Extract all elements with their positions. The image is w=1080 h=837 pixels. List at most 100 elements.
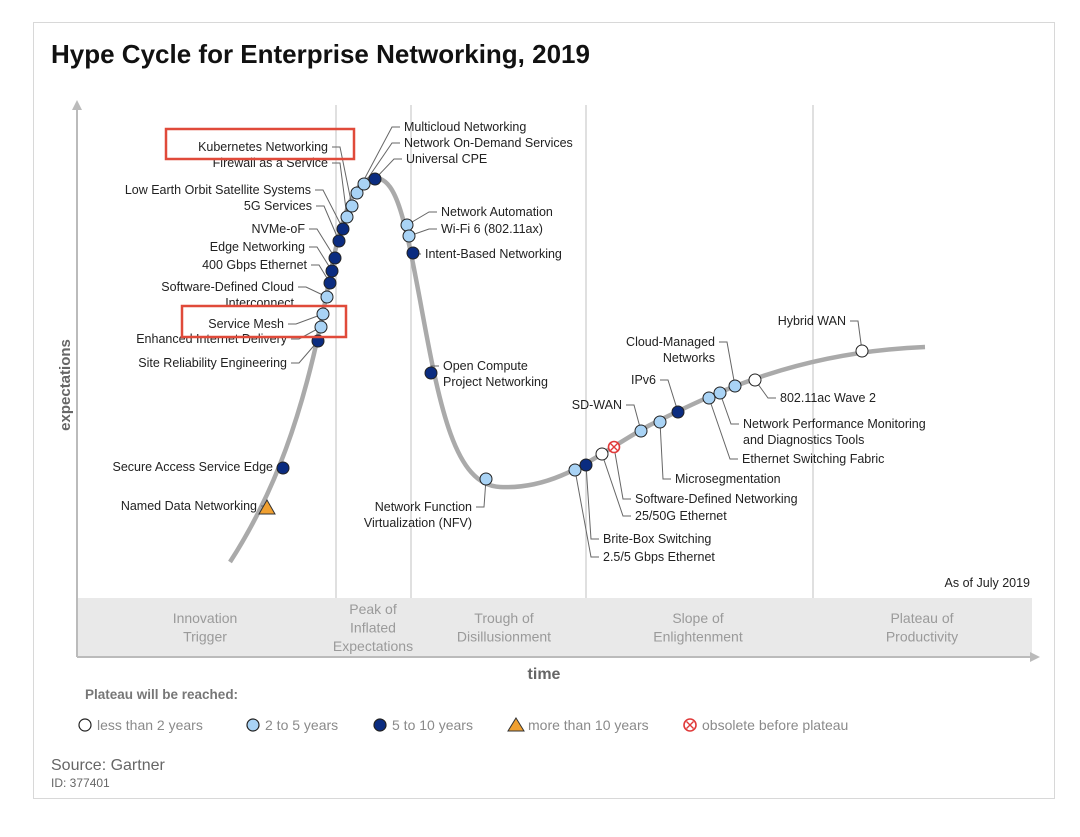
point-label: Ethernet Switching Fabric [742,452,884,466]
highlight-box-kubernetes-networking [164,127,356,161]
legend-title: Plateau will be reached: [85,687,238,702]
point-microsegmentation [653,415,667,429]
point-network-automation [400,218,414,232]
point-label: Wi-Fi 6 (802.11ax) [441,222,543,236]
phase-label: Slope of [672,610,723,626]
point-network-performance-monitoring-and-diagnostics-tools [713,386,727,400]
chart-title: Hype Cycle for Enterprise Networking, 20… [51,39,590,69]
point-label: Network On-Demand Services [404,136,573,150]
point-network-on-demand-services [357,177,371,191]
legend-label: less than 2 years [97,717,203,733]
leader-line [660,379,679,413]
point-secure-access-service-edge [276,461,290,475]
phase-band [78,598,1032,657]
point-label: Site Reliability Engineering [138,356,287,370]
point-software-defined-networking [607,440,621,454]
leader-line [332,162,348,218]
leader-line [291,326,322,340]
leader-line [316,205,340,242]
point-label: SD-WAN [572,398,622,412]
point-label: Networks [663,351,715,365]
point-label: NVMe-oF [252,222,306,236]
leader-line [719,392,739,425]
legend-item-gt10: more than 10 years [507,717,649,733]
leader-line [719,341,736,387]
point-label: Microsegmentation [675,472,781,486]
leader-line [332,146,353,207]
point-400-gbps-ethernet [323,276,337,290]
legend-label: more than 10 years [528,717,649,733]
leader-line [585,464,599,540]
point-universal-cpe [368,172,382,186]
leader-line [754,379,776,399]
point-label: IPv6 [631,373,656,387]
point-ethernet-switching-fabric [702,391,716,405]
legend-label: obsolete before plateau [702,717,848,733]
phase-label: Innovation [173,610,238,626]
phase-label: Disillusionment [457,629,551,645]
point-firewall-as-a-service [340,210,354,224]
phase-label: Plateau of [890,610,953,626]
point-label: Network Function [375,500,472,514]
triangle-icon [507,717,525,732]
circle-icon [78,718,92,732]
phase-label: Enlightenment [653,629,743,645]
leader-line [298,286,328,298]
point-label: 2.5/5 Gbps Ethernet [603,550,715,564]
leader-line [309,246,333,272]
hype-curve [228,175,926,564]
x-axis-arrow [1030,652,1040,662]
point-multicloud-networking [350,186,364,200]
leader-line [406,211,437,226]
phase-label: Trough of [474,610,534,626]
leader-line [601,453,631,517]
point-label: and Diagnostics Tools [743,433,864,447]
y-axis-arrow [72,100,82,110]
point-label: Intent-Based Networking [425,247,562,261]
legend-item-5to10: 5 to 10 years [373,717,473,733]
leader-line [315,189,344,230]
point-nvme-of [328,251,342,265]
leader-line [309,228,336,259]
point-network-function-virtualization-nfv [479,472,493,486]
leader-line [659,421,671,480]
source-text: Source: Gartner [51,757,166,774]
leader-line [288,313,324,325]
point-cloud-managed-networks [728,379,742,393]
point-label: Low Earth Orbit Satellite Systems [125,183,311,197]
point-intent-based-networking [406,246,420,260]
point-hybrid-wan [855,344,869,358]
point-brite-box-switching [579,458,593,472]
leader-line [708,397,738,460]
legend-item-obsolete: obsolete before plateau [683,717,848,733]
leader-line [613,446,631,500]
legend-item-lt2: less than 2 years [78,717,203,733]
point-label: Hybrid WAN [778,314,846,328]
point-label: Interconnect [225,296,294,310]
leader-line [574,469,599,558]
point-edge-networking [325,264,339,278]
point-label: Universal CPE [406,152,487,166]
point-label: Cloud-Managed [626,335,715,349]
point-label: Software-Defined Networking [635,492,798,506]
point-2-5-5-gbps-ethernet [568,463,582,477]
leader-line [850,320,863,352]
point-label: Software-Defined Cloud [161,280,294,294]
point-label: Network Performance Monitoring [743,417,926,431]
circle-icon [246,718,260,732]
point-label: Brite-Box Switching [603,532,711,546]
phase-label: Inflated [350,620,396,636]
leader-line [374,158,402,180]
x-axis-label: time [528,666,561,683]
circle-icon [373,718,387,732]
point-label: Network Automation [441,205,553,219]
point-enhanced-internet-delivery [314,320,328,334]
highlight-box-service-mesh [180,304,348,339]
point-label: Multicloud Networking [404,120,526,134]
point-label: Enhanced Internet Delivery [136,332,288,346]
document-id: ID: 377401 [51,776,110,790]
point-label: 400 Gbps Ethernet [202,258,307,272]
leader-line [356,126,400,194]
point-low-earth-orbit-satellite-systems [336,222,350,236]
